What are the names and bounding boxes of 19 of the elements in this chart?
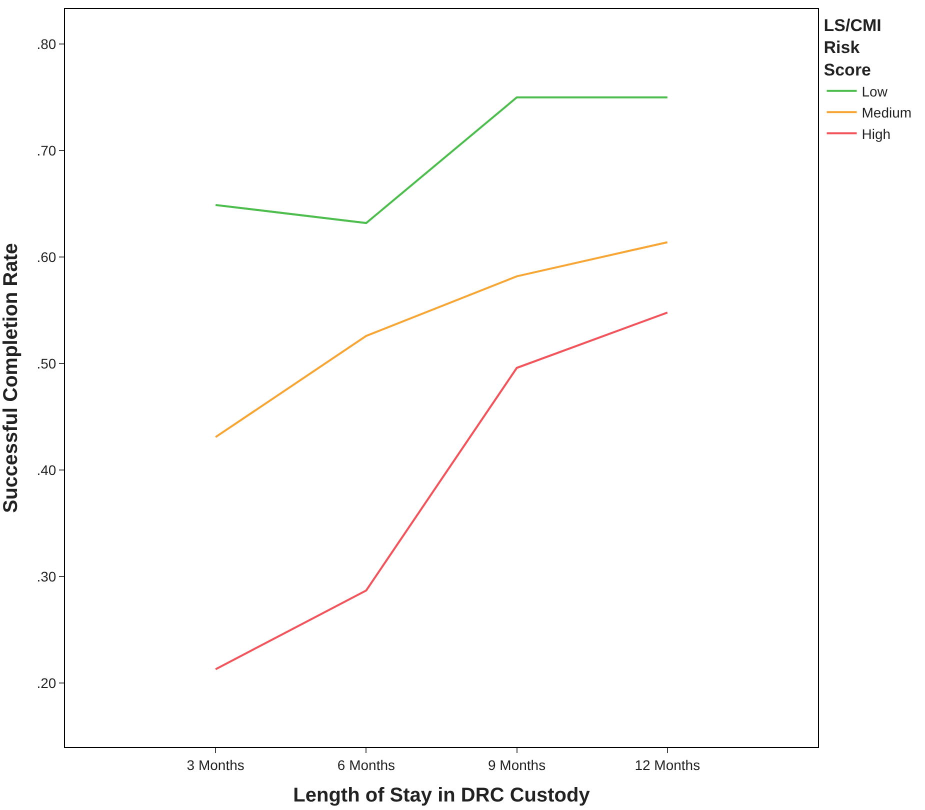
y-tick-label: .50	[36, 356, 56, 372]
legend-label: High	[862, 126, 891, 142]
y-tick-label: .20	[36, 675, 56, 691]
y-tick-label: .30	[36, 568, 56, 585]
legend-label: Medium	[862, 104, 912, 121]
y-tick-label: .80	[36, 36, 56, 52]
line-series	[214, 241, 668, 438]
legend-label: Low	[862, 83, 888, 100]
x-axis-title: Length of Stay in DRC Custody	[293, 784, 591, 806]
x-tick-label: 6 Months	[337, 756, 395, 773]
y-tick-label: .40	[36, 462, 56, 478]
y-tick-label: .70	[36, 142, 56, 159]
y-axis-title: Successful Completion Rate	[0, 242, 22, 514]
x-tick-label: 9 Months	[488, 756, 546, 773]
x-tick-label: 3 Months	[186, 756, 244, 773]
legend-title: LS/CMI Risk Score	[824, 16, 882, 80]
y-tick-label: .60	[36, 249, 56, 266]
line-series	[214, 312, 668, 670]
x-tick-label: 12 Months	[634, 756, 700, 773]
